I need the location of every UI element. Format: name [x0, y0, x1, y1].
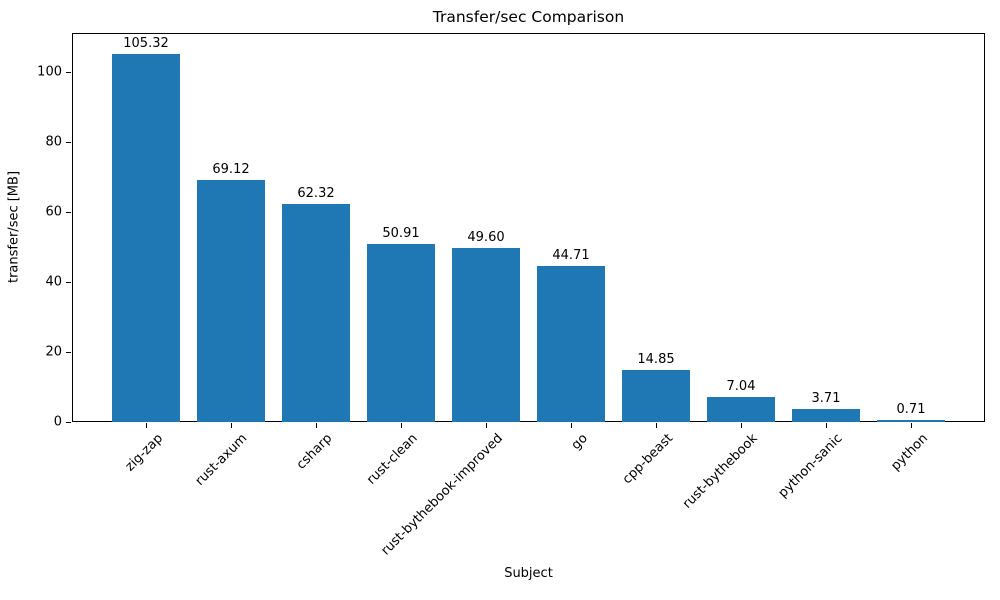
- x-tick: [656, 423, 657, 428]
- bar-csharp: [282, 203, 350, 422]
- bar-rust-axum: [197, 180, 265, 422]
- y-tick-label: 20: [45, 344, 62, 360]
- bar-value-label: 44.71: [552, 247, 590, 263]
- x-tick-label: go: [568, 431, 591, 454]
- x-tick: [911, 423, 912, 428]
- y-tick-label: 100: [37, 64, 62, 80]
- bar-rust-clean: [367, 243, 435, 422]
- bar-value-label: 14.85: [637, 352, 675, 368]
- bar-value-label: 69.12: [212, 162, 250, 178]
- x-tick: [146, 423, 147, 428]
- x-tick-label: csharp: [294, 431, 336, 473]
- bar-value-label: 0.71: [896, 401, 926, 417]
- y-tick: [66, 72, 71, 74]
- chart-title: Transfer/sec Comparison: [432, 8, 625, 26]
- y-tick: [66, 282, 71, 284]
- x-tick-label: python-sanic: [775, 431, 846, 501]
- x-axis-label: Subject: [504, 566, 553, 581]
- x-tick: [486, 423, 487, 428]
- x-tick: [571, 423, 572, 428]
- bar-value-label: 105.32: [123, 35, 169, 51]
- y-tick: [66, 422, 71, 423]
- bar-value-label: 49.60: [467, 230, 505, 246]
- x-tick-label: cpp-beast: [619, 431, 676, 488]
- bar-rust-bythebook-improved: [452, 248, 520, 422]
- bar-python: [877, 419, 945, 422]
- bar-value-label: 7.04: [726, 379, 756, 395]
- x-tick-label: rust-axum: [192, 431, 251, 489]
- bar-value-label: 62.32: [297, 185, 335, 201]
- y-tick: [66, 142, 71, 144]
- x-tick: [231, 423, 232, 428]
- y-tick-label: 40: [45, 274, 62, 290]
- bar-cpp-beast: [622, 370, 690, 422]
- x-tick: [401, 423, 402, 428]
- y-tick: [66, 352, 71, 354]
- x-tick-label: rust-bythebook: [679, 431, 761, 512]
- bar-value-label: 50.91: [382, 225, 420, 241]
- y-tick-label: 0: [53, 414, 62, 430]
- y-axis-label: transfer/sec [MB]: [6, 170, 22, 284]
- bar-python-sanic: [792, 409, 860, 422]
- y-tick-label: 80: [45, 134, 62, 150]
- x-tick-label: zig-zap: [122, 431, 166, 475]
- x-tick-label: python: [887, 431, 931, 474]
- x-tick-label: rust-clean: [363, 431, 421, 488]
- bar-go: [537, 265, 605, 422]
- y-tick: [66, 212, 71, 214]
- bar-rust-bythebook: [707, 397, 775, 422]
- y-tick-label: 60: [45, 204, 62, 220]
- x-tick: [741, 423, 742, 428]
- bar-zig-zap: [112, 53, 180, 422]
- x-tick: [826, 423, 827, 428]
- x-tick: [316, 423, 317, 428]
- bar-value-label: 3.71: [811, 391, 841, 407]
